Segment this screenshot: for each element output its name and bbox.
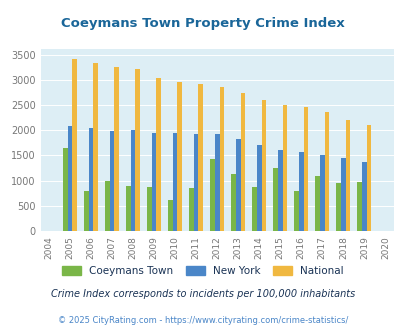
Bar [240,93,245,231]
Bar [151,133,156,231]
Bar [109,131,114,231]
Bar [252,187,256,231]
Bar [303,107,307,231]
Text: Coeymans Town Property Crime Index: Coeymans Town Property Crime Index [61,16,344,30]
Bar [89,128,93,231]
Bar [356,182,361,231]
Bar [345,120,350,231]
Bar [231,174,235,231]
Bar [177,82,182,231]
Bar [198,84,202,231]
Bar [315,176,319,231]
Bar [105,181,109,231]
Bar [135,69,140,231]
Bar [156,78,161,231]
Bar [114,67,119,231]
Bar [130,130,135,231]
Legend: Coeymans Town, New York, National: Coeymans Town, New York, National [59,263,346,279]
Bar [256,145,261,231]
Bar [273,169,277,231]
Bar [340,158,345,231]
Bar [277,150,282,231]
Bar [210,159,214,231]
Bar [93,63,98,231]
Bar [189,188,194,231]
Bar [68,126,72,231]
Bar [298,152,303,231]
Bar [219,87,224,231]
Bar [194,134,198,231]
Bar [282,106,286,231]
Bar [261,100,266,231]
Text: Crime Index corresponds to incidents per 100,000 inhabitants: Crime Index corresponds to incidents per… [51,289,354,299]
Bar [336,182,340,231]
Bar [294,191,298,231]
Bar [361,162,366,231]
Bar [214,134,219,231]
Bar [235,139,240,231]
Bar [173,133,177,231]
Bar [168,200,173,231]
Bar [324,112,328,231]
Bar [126,185,130,231]
Bar [366,125,371,231]
Bar [63,148,68,231]
Bar [147,187,151,231]
Bar [319,155,324,231]
Text: © 2025 CityRating.com - https://www.cityrating.com/crime-statistics/: © 2025 CityRating.com - https://www.city… [58,315,347,325]
Bar [84,191,89,231]
Bar [72,59,77,231]
